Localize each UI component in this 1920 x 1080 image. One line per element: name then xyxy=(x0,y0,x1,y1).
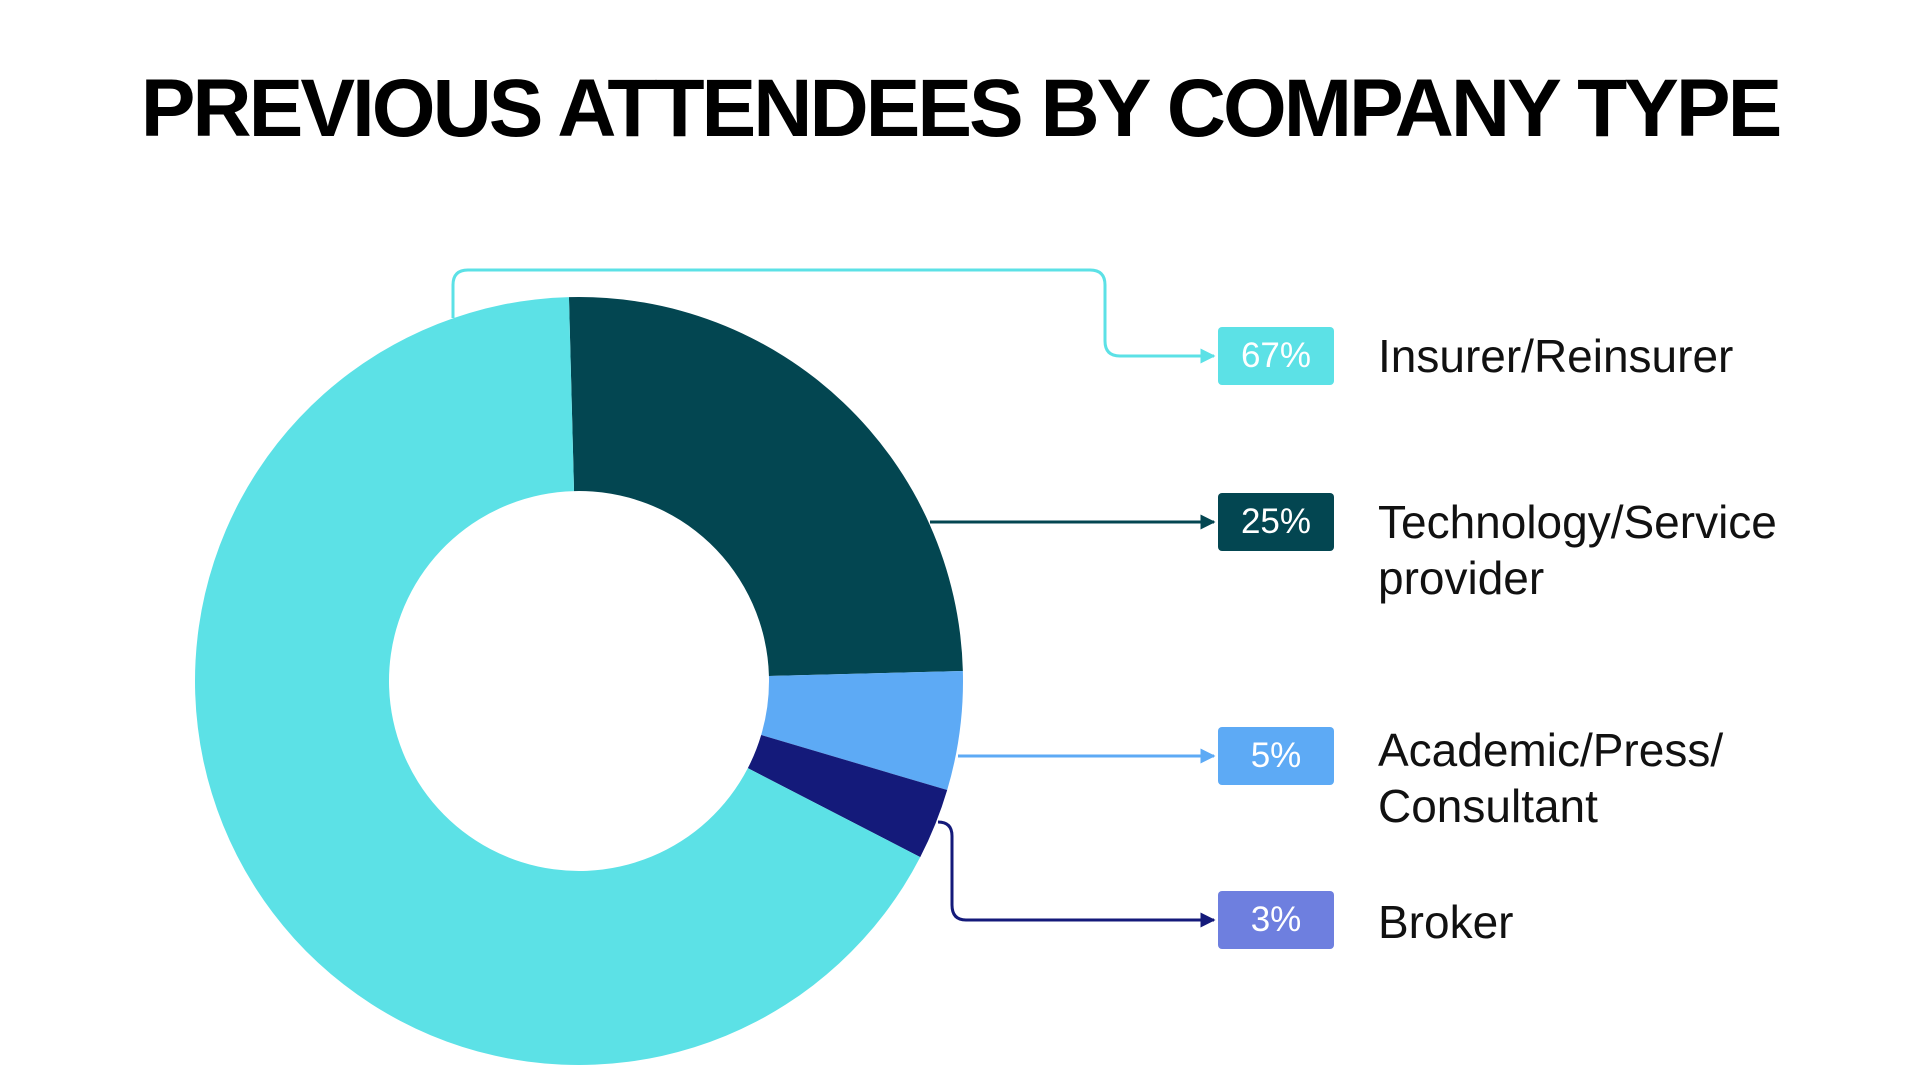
leader-line-broker xyxy=(937,820,1216,928)
percent-badge-insurer-reinsurer: 67% xyxy=(1218,327,1334,385)
percent-badge-academic-press-consultant: 5% xyxy=(1218,727,1334,785)
legend-label-academic-press-consultant: Academic/Press/ Consultant xyxy=(1378,724,1724,832)
slice-academic-press-consultant xyxy=(761,670,964,791)
percent-badge-technology-service-provider: 25% xyxy=(1218,493,1334,551)
percent-badge-broker: 3% xyxy=(1218,891,1334,949)
leader-line-insurer-reinsurer xyxy=(451,268,1216,364)
legend-label-technology-service-provider: Technology/Service provider xyxy=(1378,496,1777,604)
slice-broker xyxy=(747,734,948,858)
legend-label-broker: Broker xyxy=(1378,896,1514,948)
page-title: PREVIOUS ATTENDEES BY COMPANY TYPE xyxy=(140,63,1783,154)
slice-insurer-reinsurer xyxy=(195,297,921,1065)
slice-technology-service-provider xyxy=(568,297,963,677)
legend-label-insurer-reinsurer: Insurer/Reinsurer xyxy=(1378,330,1734,382)
